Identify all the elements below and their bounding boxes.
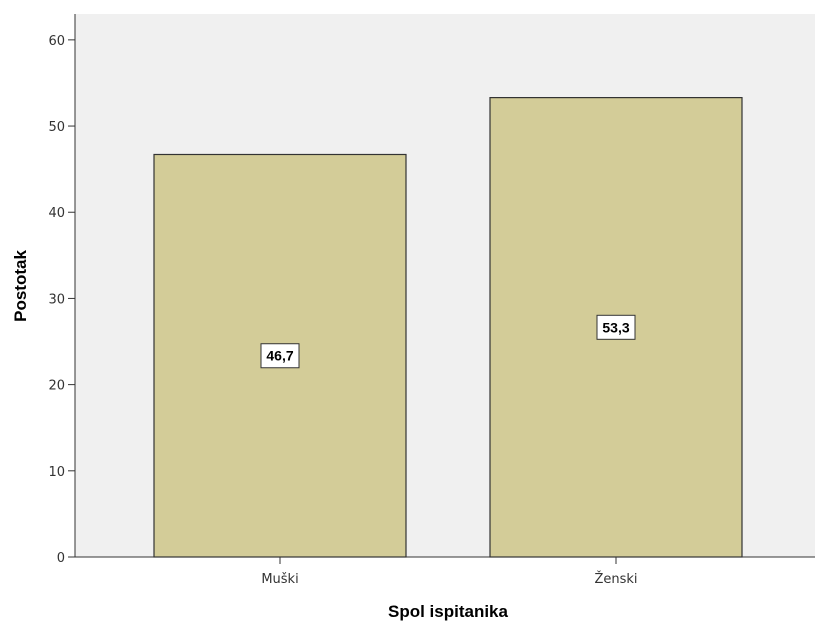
data-label-text: 46,7 <box>266 348 293 364</box>
data-label-box <box>260 343 300 369</box>
data-label-2: 53,3 <box>596 314 636 340</box>
y-tick-label: 30 <box>48 292 65 307</box>
data-label-box <box>596 314 636 340</box>
y-axis-title: Postotak <box>11 250 30 322</box>
y-tick-label: 60 <box>48 34 65 49</box>
x-axis-ticks: Muški Ženski <box>261 557 638 587</box>
x-tick-label: Ženski <box>594 571 637 587</box>
data-label-text: 53,3 <box>602 319 629 335</box>
data-labels: 46,7 53,3 <box>260 314 636 369</box>
y-tick-label: 20 <box>48 379 65 394</box>
data-label-1: 46,7 <box>260 343 300 369</box>
y-tick-label: 50 <box>48 120 65 135</box>
x-tick-label: Muški <box>261 572 298 587</box>
y-tick-label: 10 <box>48 465 65 480</box>
x-axis-title: Spol ispitanika <box>388 602 509 621</box>
y-tick-label: 40 <box>48 206 65 221</box>
y-axis-ticks: 0 10 20 30 40 50 60 <box>48 34 75 566</box>
y-tick-label: 0 <box>57 551 65 566</box>
